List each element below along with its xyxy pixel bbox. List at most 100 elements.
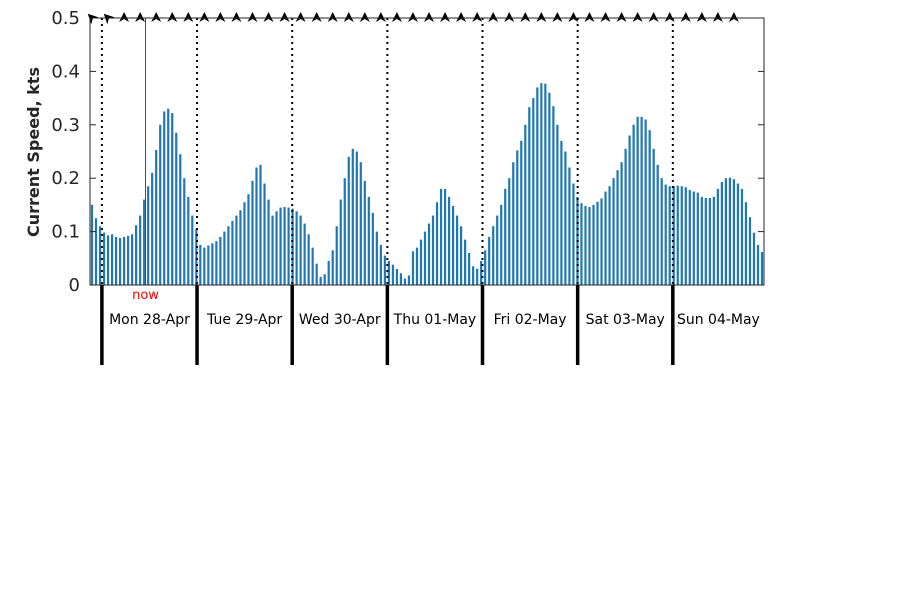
speed-bar: [399, 273, 403, 285]
speed-bar: [283, 207, 286, 285]
speed-bar: [94, 218, 98, 285]
speed-bar: [760, 251, 764, 285]
speed-bar: [608, 186, 611, 285]
speed-bar: [247, 194, 250, 285]
speed-bar: [640, 116, 643, 285]
direction-arrow-icon: [295, 12, 306, 22]
direction-arrow-icon: [183, 12, 194, 22]
direction-arrow-icon: [151, 12, 162, 22]
speed-bar: [696, 192, 699, 285]
speed-bar: [331, 250, 334, 285]
speed-bar: [656, 164, 659, 285]
speed-bar: [484, 250, 487, 285]
speed-bar: [391, 264, 395, 285]
speed-bar: [560, 140, 563, 285]
speed-bar: [319, 276, 322, 285]
speed-bar: [680, 186, 683, 285]
speed-bar: [528, 107, 531, 286]
speed-bar: [383, 255, 386, 285]
speed-bar: [419, 239, 423, 285]
speed-bar: [307, 234, 310, 285]
speed-bar: [447, 196, 451, 285]
y-tick-label: 0: [69, 275, 80, 296]
speed-bar: [732, 179, 736, 285]
speed-bar: [439, 188, 443, 285]
speed-bar: [207, 245, 210, 285]
direction-arrow-icon: [552, 12, 563, 22]
speed-bar: [668, 186, 671, 285]
y-tick-label: 0.2: [51, 168, 80, 189]
direction-arrow-icon: [231, 12, 242, 22]
speed-bar: [327, 260, 330, 285]
speed-bar: [167, 108, 170, 285]
y-tick-label: 0.4: [51, 61, 80, 82]
speed-bar: [235, 215, 238, 285]
bars-layer: [90, 83, 764, 286]
day-label: Thu 01-May: [393, 312, 477, 328]
direction-arrow-icon: [87, 13, 99, 25]
day-label: Mon 28-Apr: [109, 312, 190, 328]
speed-bar: [118, 238, 122, 285]
speed-bar: [568, 167, 571, 285]
speed-bar: [387, 260, 390, 285]
speed-bar: [455, 215, 459, 285]
direction-arrow-icon: [135, 12, 146, 22]
speed-bar: [106, 235, 110, 285]
direction-arrow-icon: [359, 12, 370, 22]
speed-bar: [564, 151, 567, 285]
speed-bar: [215, 241, 218, 285]
speed-bar: [187, 196, 190, 285]
speed-bar: [740, 188, 744, 285]
direction-arrow-icon: [584, 12, 595, 22]
speed-bar: [135, 225, 138, 285]
direction-arrow-icon: [119, 12, 130, 22]
speed-bar: [191, 215, 194, 285]
speed-bar: [139, 215, 142, 285]
speed-bar: [143, 199, 146, 285]
speed-bar: [556, 124, 559, 285]
speed-bar: [411, 251, 415, 285]
speed-bar: [644, 119, 647, 286]
speed-bar: [123, 236, 126, 285]
speed-bar: [660, 178, 663, 285]
direction-arrow-icon: [279, 12, 290, 22]
speed-bar: [379, 244, 382, 285]
speed-bar: [664, 184, 667, 285]
speed-bar: [231, 220, 234, 285]
speed-bar: [684, 187, 687, 285]
speed-bar: [239, 210, 242, 285]
speed-bar: [548, 92, 551, 285]
speed-bar: [648, 130, 651, 285]
speed-bar: [375, 231, 378, 285]
speed-bar: [756, 244, 760, 285]
speed-bar: [175, 132, 178, 285]
speed-bar: [227, 226, 230, 285]
speed-bar: [311, 247, 314, 285]
direction-arrow-icon: [167, 12, 178, 22]
speed-bar: [315, 263, 318, 285]
speed-bar: [299, 215, 302, 285]
speed-bar: [524, 124, 527, 285]
direction-arrow-icon: [520, 12, 531, 22]
speed-bar: [600, 198, 603, 285]
speed-bar: [179, 154, 182, 285]
direction-arrow-icon: [680, 12, 691, 22]
speed-bar: [251, 180, 254, 285]
speed-bar: [584, 205, 587, 285]
speed-bar: [335, 226, 338, 285]
speed-bar: [199, 244, 202, 285]
speed-bar: [736, 183, 740, 285]
speed-bar: [752, 232, 756, 285]
speed-bar: [724, 178, 727, 285]
speed-bar: [476, 268, 479, 285]
speed-bar: [500, 204, 503, 285]
y-tick-label: 0.3: [51, 115, 80, 136]
direction-arrow-icon: [472, 12, 483, 22]
direction-arrow-icon: [712, 12, 723, 22]
speed-bar: [211, 243, 214, 285]
direction-arrow-icon: [536, 12, 547, 22]
speed-bar: [592, 204, 595, 285]
speed-bar: [163, 111, 166, 285]
speed-bar: [520, 140, 523, 285]
day-labels-layer: Mon 28-Apr Tue 29-Apr Wed 30-Apr Thu 01-May…: [100, 285, 760, 365]
